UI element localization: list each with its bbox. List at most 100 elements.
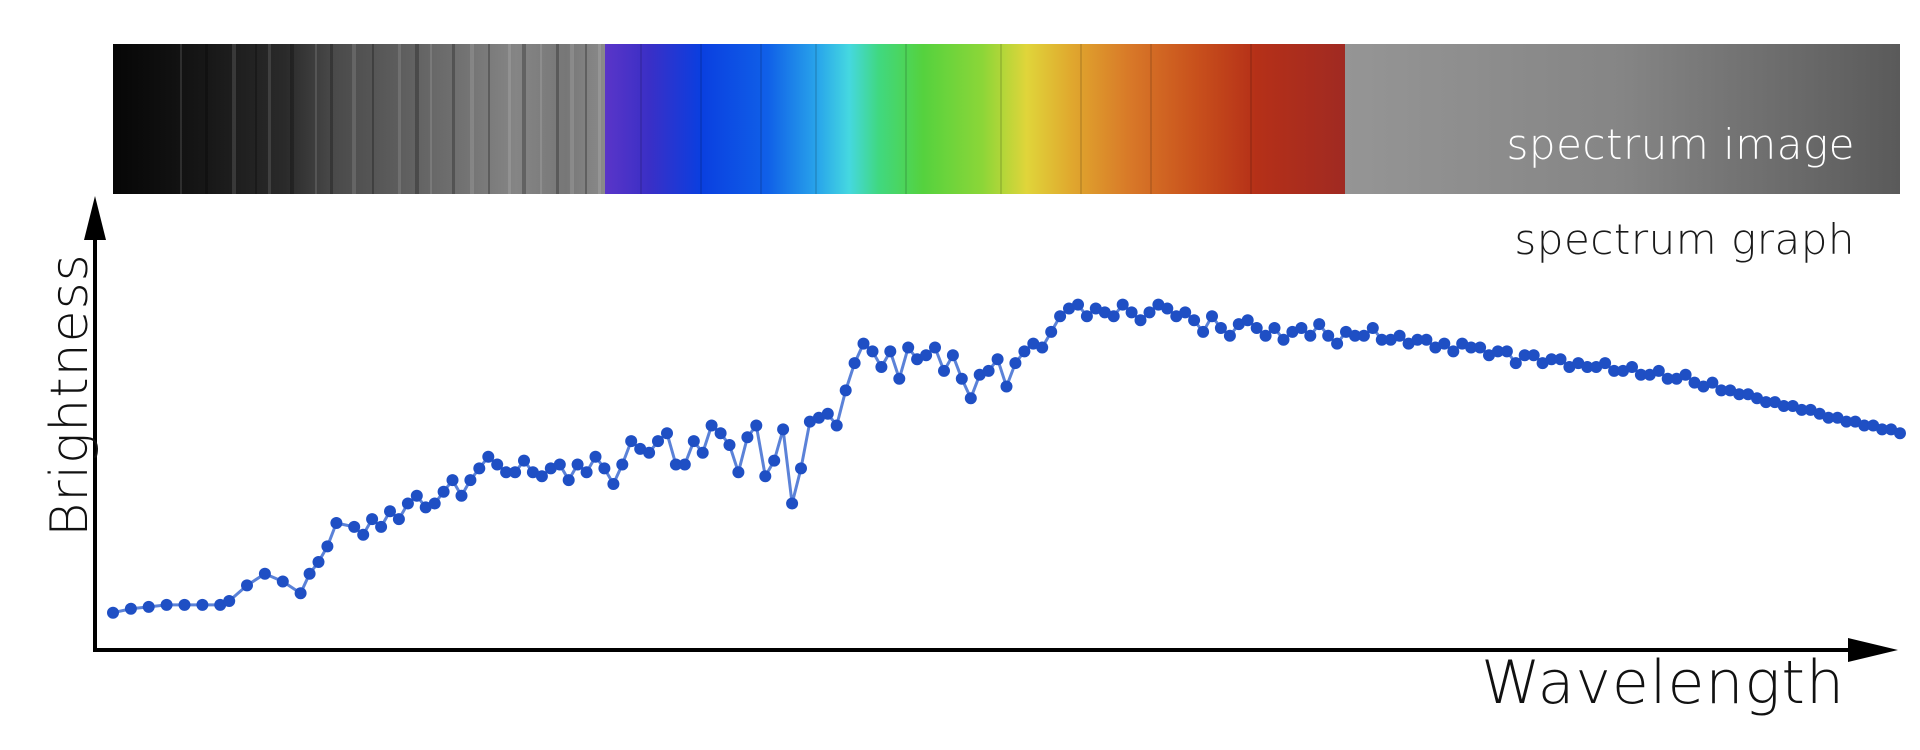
data-point: [839, 384, 852, 397]
spectral-line: [570, 44, 574, 194]
data-point: [142, 600, 155, 613]
data-point: [1626, 361, 1638, 373]
spectral-line: [268, 44, 271, 194]
data-point: [964, 392, 977, 405]
data-point: [750, 419, 763, 432]
data-point: [661, 427, 673, 440]
data-point: [366, 513, 379, 526]
data-point: [1072, 298, 1084, 311]
data-point: [455, 489, 468, 502]
spectrum-image-label: spectrum image: [1506, 120, 1855, 169]
spectral-line: [452, 44, 455, 194]
spectral-line: [556, 44, 559, 194]
data-point: [1366, 322, 1379, 334]
data-point: [1089, 302, 1102, 315]
data-point: [1268, 322, 1281, 334]
data-point: [526, 466, 539, 479]
data-point: [1465, 341, 1478, 354]
data-point: [1733, 388, 1746, 401]
data-point: [795, 462, 807, 475]
series-points: [107, 298, 1906, 619]
data-point: [1858, 419, 1871, 432]
data-point: [1822, 411, 1835, 424]
data-point: [107, 606, 119, 619]
data-point: [1438, 337, 1451, 350]
data-point: [920, 349, 933, 362]
data-point: [803, 415, 816, 428]
data-point: [473, 462, 486, 475]
spectrum-visible-region: [605, 44, 1345, 194]
data-point: [589, 450, 602, 463]
data-point: [1840, 415, 1853, 428]
data-point: [616, 458, 629, 471]
data-point: [160, 598, 173, 611]
data-point: [1277, 333, 1290, 346]
data-point: [1241, 314, 1254, 327]
spectral-line: [315, 44, 317, 194]
data-point: [1679, 368, 1692, 381]
data-point: [518, 454, 530, 467]
data-point: [1295, 322, 1308, 334]
data-point: [625, 435, 638, 448]
spectral-line: [905, 44, 907, 194]
data-point: [1491, 345, 1504, 358]
spectral-line: [1080, 44, 1082, 194]
data-point: [1393, 329, 1406, 342]
data-point: [410, 489, 423, 502]
data-point: [1009, 357, 1022, 370]
data-point: [1724, 384, 1737, 397]
data-point: [428, 497, 441, 510]
data-point: [1340, 325, 1352, 338]
data-point: [580, 466, 593, 479]
data-point: [1134, 314, 1147, 327]
data-point: [777, 423, 790, 436]
data-point: [1322, 329, 1335, 342]
data-point: [1000, 380, 1013, 393]
data-point: [669, 458, 682, 471]
spectrum-uv-region: [113, 44, 605, 194]
data-point: [500, 466, 513, 479]
data-point: [1143, 306, 1156, 319]
data-point: [723, 439, 736, 451]
spectrum-series: [107, 298, 1906, 619]
data-point: [553, 458, 566, 471]
spectral-line: [352, 44, 356, 194]
data-point: [330, 517, 343, 529]
spectral-line: [1000, 44, 1002, 194]
data-point: [955, 372, 968, 385]
data-point: [1500, 345, 1513, 358]
data-point: [848, 357, 861, 370]
spectral-line: [815, 44, 817, 194]
data-point: [1018, 345, 1031, 358]
data-point: [464, 474, 477, 487]
data-point: [893, 372, 906, 385]
data-point: [687, 435, 700, 448]
data-point: [732, 466, 745, 479]
data-point: [1116, 298, 1129, 311]
data-point: [562, 474, 575, 487]
data-point: [1125, 306, 1138, 319]
data-point: [1161, 302, 1174, 315]
data-point: [1054, 310, 1067, 323]
data-point: [1045, 325, 1058, 338]
spectral-line: [180, 44, 182, 194]
series-line: [112, 303, 1901, 615]
data-point: [321, 540, 334, 553]
data-point: [1697, 380, 1710, 393]
data-point: [491, 458, 504, 471]
data-point: [643, 446, 656, 459]
data-point: [401, 497, 414, 510]
data-point: [1313, 318, 1326, 331]
data-point: [652, 435, 664, 448]
data-point: [1760, 396, 1772, 409]
data-point: [1107, 310, 1120, 323]
data-point: [991, 353, 1004, 366]
data-point: [938, 364, 950, 377]
data-point: [714, 427, 727, 440]
data-point: [1286, 325, 1299, 338]
data-point: [705, 419, 718, 432]
data-point: [544, 462, 557, 475]
data-point: [1518, 349, 1531, 362]
data-point: [124, 602, 137, 615]
data-point: [1715, 384, 1728, 397]
